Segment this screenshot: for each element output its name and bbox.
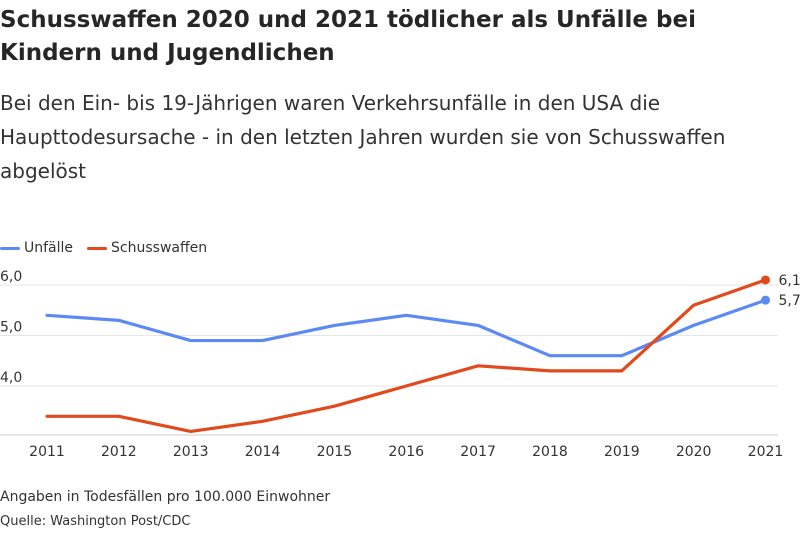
end-point-schusswaffen bbox=[761, 275, 770, 285]
x-tick-label: 2016 bbox=[388, 444, 424, 460]
legend-swatch-schusswaffen bbox=[87, 246, 108, 250]
x-tick-label: 2014 bbox=[245, 444, 281, 460]
chart-title: Schusswaffen 2020 und 2021 tödlicher als… bbox=[0, 7, 696, 66]
x-tick-label: 2015 bbox=[317, 444, 353, 460]
legend-item-schusswaffen: Schusswaffen bbox=[87, 240, 207, 256]
line-chart: 4,0 5,0 6,0 2011 2012 2013 2014 2015 2016 2017 201… bbox=[0, 269, 800, 460]
x-tick-label: 2018 bbox=[532, 444, 568, 460]
legend-swatch-unfaelle bbox=[0, 246, 20, 250]
end-label-schusswaffen: 6,1 bbox=[779, 273, 800, 289]
y-tick-label: 5,0 bbox=[0, 320, 22, 336]
chart-subtitle: Bei den Ein- bis 19-Jährigen waren Verke… bbox=[0, 91, 726, 183]
x-tick-label: 2021 bbox=[748, 444, 784, 460]
y-tick-label: 6,0 bbox=[0, 269, 22, 285]
chart-legend: Unfälle Schusswaffen bbox=[0, 238, 221, 258]
x-tick-label: 2012 bbox=[101, 444, 137, 460]
legend-label-unfaelle: Unfälle bbox=[24, 240, 74, 256]
legend-label-schusswaffen: Schusswaffen bbox=[111, 240, 208, 256]
legend-item-unfaelle: Unfälle bbox=[0, 240, 73, 256]
x-tick-label: 2011 bbox=[29, 444, 65, 460]
end-label-unfaelle: 5,7 bbox=[779, 293, 800, 309]
series-line-schusswaffen bbox=[45, 278, 768, 434]
y-tick-label: 4,0 bbox=[0, 370, 22, 386]
x-tick-label: 2020 bbox=[676, 444, 712, 460]
x-tick-label: 2013 bbox=[173, 444, 209, 460]
source-note: Quelle: Washington Post/CDC bbox=[0, 514, 191, 529]
x-tick-label: 2017 bbox=[460, 444, 496, 460]
x-tick-label: 2019 bbox=[604, 444, 640, 460]
end-point-unfaelle bbox=[761, 295, 770, 305]
unit-note: Angaben in Todesfällen pro 100.000 Einwo… bbox=[0, 489, 331, 505]
series-line-unfaelle bbox=[45, 298, 768, 358]
